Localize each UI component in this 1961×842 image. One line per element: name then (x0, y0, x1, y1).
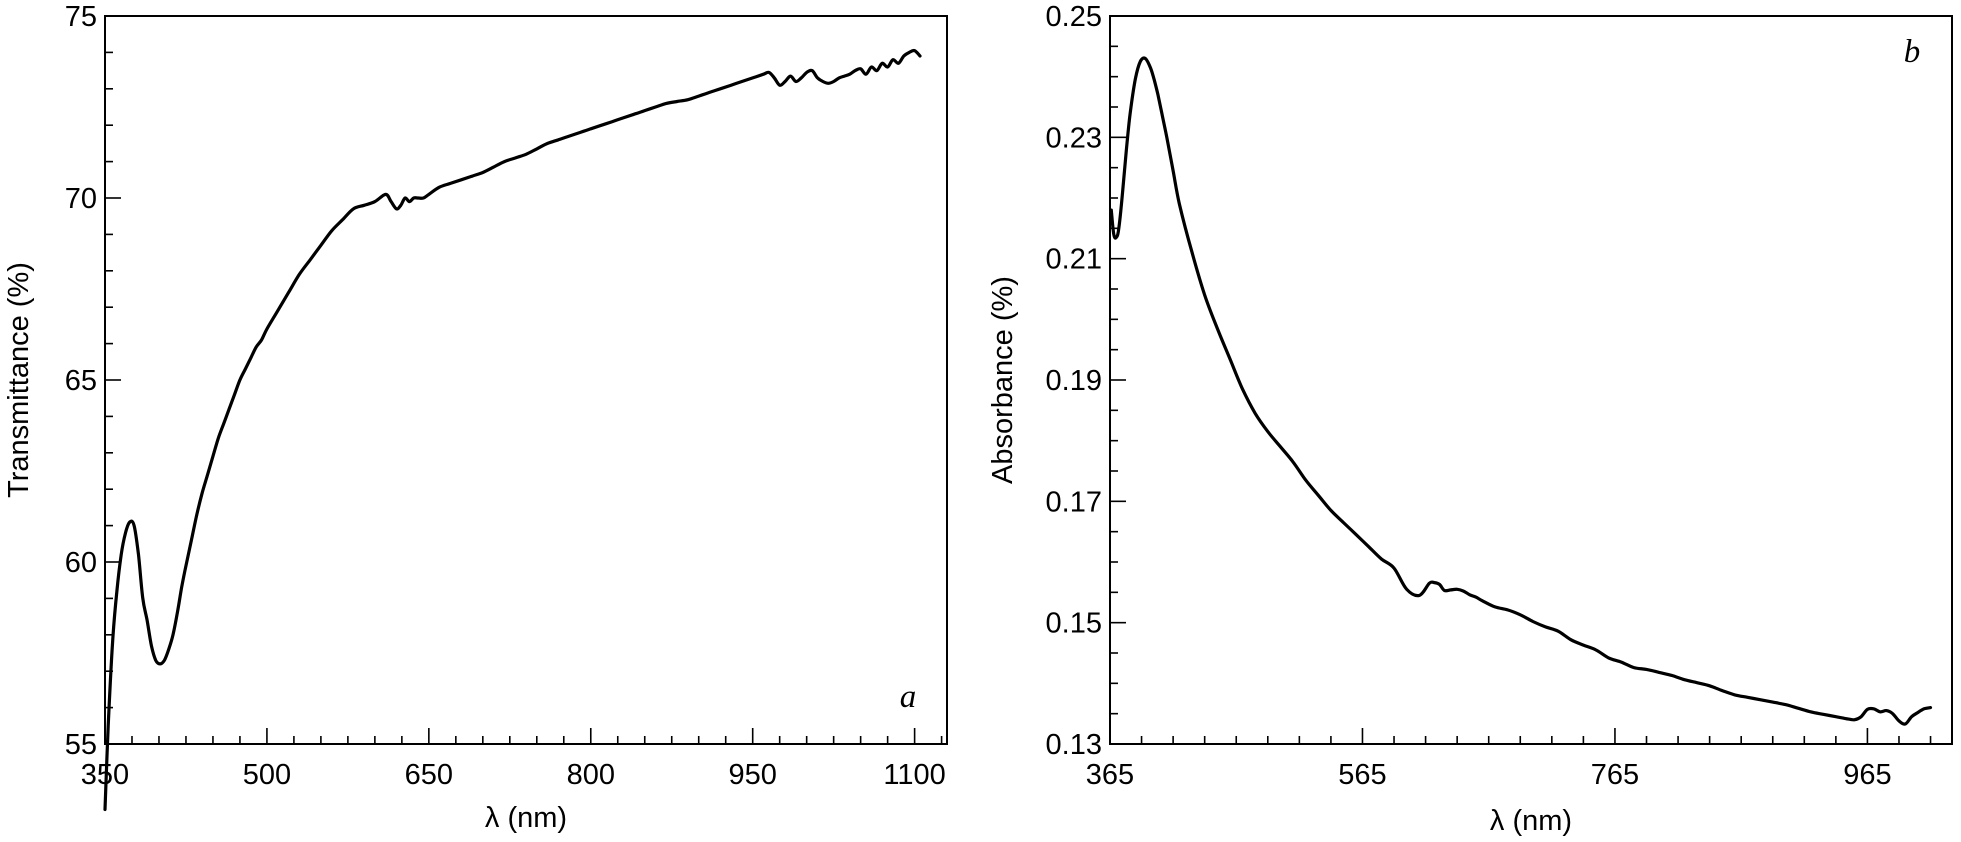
x-tick-label: 950 (728, 759, 776, 791)
panel-b-panel-letter: b (1904, 34, 1921, 70)
panel-b-ticks (1109, 15, 1932, 745)
panel-a-ticks (104, 15, 943, 745)
x-tick-label: 365 (1086, 759, 1134, 791)
x-tick-label: 965 (1843, 759, 1891, 791)
y-tick-label: 0.25 (1046, 1, 1102, 33)
panel-b-chart: 365 565 765 965 0.13 0.15 0.17 0.19 0.21 0.23 0.25… (987, 1, 1953, 837)
y-tick-label: 65 (65, 365, 97, 397)
y-tick-label: 70 (65, 183, 97, 215)
panel-a-x-axis-title: λ (nm) (485, 802, 567, 834)
panel-a-plot-frame (104, 15, 948, 745)
x-tick-label: 500 (243, 759, 291, 791)
y-tick-label: 0.17 (1046, 486, 1102, 518)
panel-a-y-axis-title: Transmittance (%) (3, 262, 35, 498)
panel-a-panel-letter: a (900, 679, 917, 715)
panel-b-tick-labels: 365 565 765 965 0.13 0.15 0.17 0.19 0.21 0.23 0.25 (1046, 1, 1892, 791)
panel-b-y-axis-title: Absorbance (%) (987, 276, 1019, 484)
x-tick-label: 1100 (883, 759, 945, 791)
y-tick-label: 0.21 (1046, 244, 1102, 276)
y-tick-label: 0.19 (1046, 365, 1102, 397)
y-tick-label: 0.23 (1046, 122, 1102, 154)
x-tick-label: 800 (567, 759, 615, 791)
y-tick-label: 55 (65, 729, 97, 761)
panel-b-absorbance-line (1109, 56, 1933, 726)
panel-a-transmittance-line (103, 48, 922, 812)
y-tick-label: 0.15 (1046, 608, 1102, 640)
x-tick-label: 650 (405, 759, 453, 791)
x-tick-label: 565 (1338, 759, 1386, 791)
y-tick-label: 60 (65, 547, 97, 579)
panel-b-x-axis-title: λ (nm) (1490, 805, 1572, 837)
panel-b-plot-frame (1109, 15, 1953, 745)
x-tick-label: 765 (1591, 759, 1639, 791)
y-tick-label: 75 (65, 1, 97, 33)
y-tick-label: 0.13 (1046, 729, 1102, 761)
